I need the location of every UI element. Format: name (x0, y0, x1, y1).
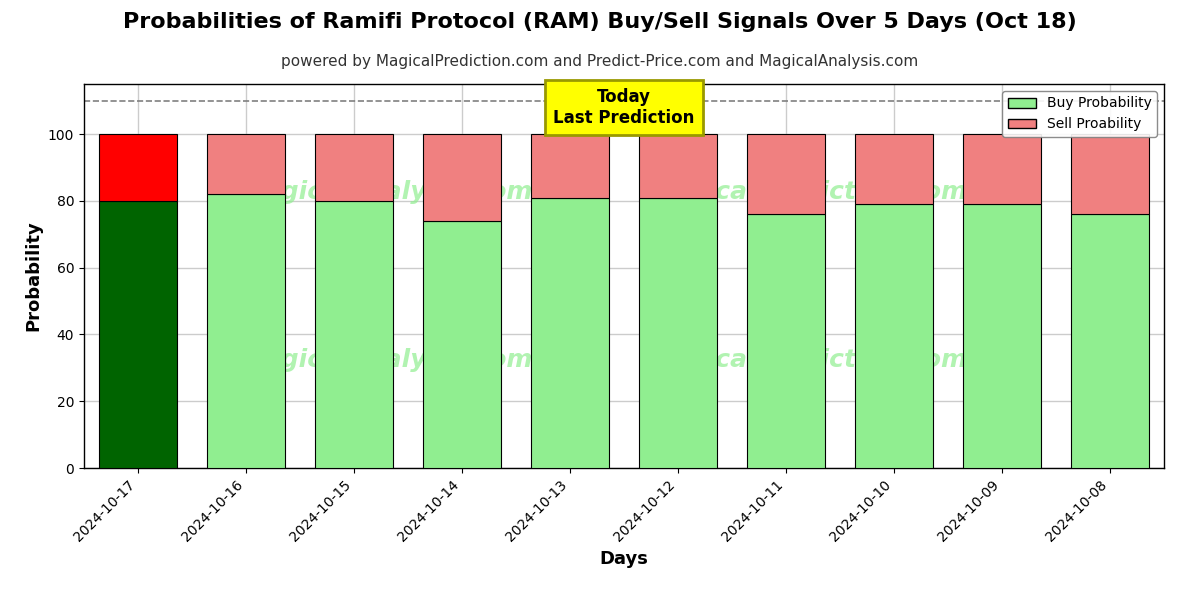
Bar (964, 134, 1040, 204)
Bar (748, 134, 824, 214)
Bar (1072, 134, 1148, 214)
Text: MagicalPrediction.com: MagicalPrediction.com (648, 349, 967, 373)
Bar (424, 221, 500, 468)
Bar (424, 134, 500, 221)
Bar (208, 194, 284, 468)
X-axis label: Days: Days (600, 550, 648, 568)
Bar (640, 134, 716, 197)
Bar (532, 134, 608, 197)
Text: Probabilities of Ramifi Protocol (RAM) Buy/Sell Signals Over 5 Days (Oct 18): Probabilities of Ramifi Protocol (RAM) B… (124, 12, 1076, 32)
Text: MagicalPrediction.com: MagicalPrediction.com (648, 179, 967, 203)
Text: Today
Last Prediction: Today Last Prediction (553, 88, 695, 127)
Bar (532, 197, 608, 468)
Y-axis label: Probability: Probability (24, 221, 42, 331)
Bar (748, 214, 824, 468)
Bar (100, 134, 176, 201)
Legend: Buy Probability, Sell Proability: Buy Probability, Sell Proability (1002, 91, 1157, 137)
Bar (316, 201, 392, 468)
Bar (316, 134, 392, 201)
Bar (1072, 214, 1148, 468)
Bar (208, 134, 284, 194)
Bar (640, 197, 716, 468)
Bar (100, 201, 176, 468)
Bar (964, 204, 1040, 468)
Text: MagicalAnalysis.com: MagicalAnalysis.com (240, 349, 533, 373)
Text: powered by MagicalPrediction.com and Predict-Price.com and MagicalAnalysis.com: powered by MagicalPrediction.com and Pre… (281, 54, 919, 69)
Text: MagicalAnalysis.com: MagicalAnalysis.com (240, 179, 533, 203)
Bar (856, 204, 932, 468)
Bar (856, 134, 932, 204)
